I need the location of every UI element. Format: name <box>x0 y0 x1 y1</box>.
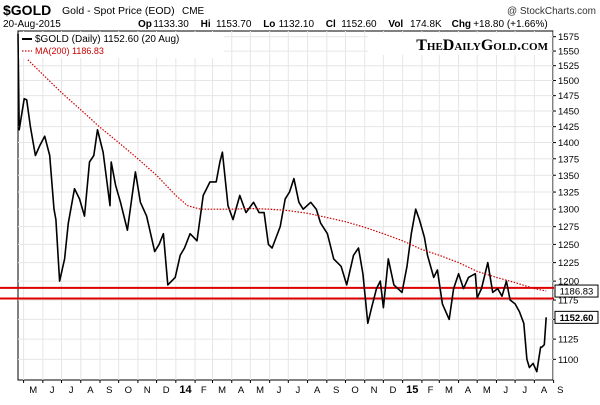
copyright-text[interactable]: @ StockCharts.com <box>507 6 596 17</box>
price-tags: 1186.83 1152.60 <box>554 284 599 324</box>
x-tick-label: J <box>277 385 282 396</box>
legend-ma-label: MA(200) 1186.83 <box>35 46 104 56</box>
x-tick-label: M <box>256 385 264 396</box>
y-tick-label: 1200 <box>558 277 579 288</box>
y-tick-label: 1175 <box>558 296 578 307</box>
x-tick-label: A <box>465 385 472 396</box>
x-tick-label: F <box>201 385 207 396</box>
x-tick-label: N <box>371 385 378 396</box>
y-tick-label: 1275 <box>558 222 579 233</box>
x-tick-label: A <box>87 385 94 396</box>
horizontal-lines-layer <box>0 286 554 300</box>
y-tick-label: 1475 <box>558 91 579 102</box>
quote-label-hi: Hi <box>201 19 211 30</box>
x-tick-label: J <box>69 385 74 396</box>
y-tick-label: 1400 <box>558 138 579 149</box>
x-tick-label: D <box>163 385 170 396</box>
x-tick-label: 14 <box>179 384 192 396</box>
y-tick-label: 1575 <box>558 32 579 43</box>
y-tick-label: 1450 <box>558 107 579 118</box>
x-tick-label: S <box>106 385 112 396</box>
quote-bar: Op 1133.30 Hi 1153.70 Lo 1132.10 Cl 1152.60 Vol 1… <box>138 19 548 30</box>
x-tick-label: O <box>351 385 358 396</box>
series-layer <box>17 33 547 373</box>
x-tick-label: M <box>29 385 37 396</box>
x-tick-label: J <box>50 385 55 396</box>
y-tick-label: 1375 <box>558 154 579 165</box>
quote-label-op: Op <box>138 19 152 30</box>
x-tick-label: J <box>522 385 527 396</box>
x-tick-label: M <box>445 385 453 396</box>
quote-value-hi: 1153.70 <box>216 19 252 30</box>
x-tick-label: N <box>144 385 151 396</box>
x-axis-ticks: M J J A S O N D 14 F M A M J J A S O N D 15 F M A M J J A S <box>23 380 563 396</box>
last-price-tag-label: 1152.60 <box>560 313 594 324</box>
x-tick-label: M <box>483 385 491 396</box>
y-tick-label: 1350 <box>558 171 579 182</box>
x-tick-label: A <box>238 385 245 396</box>
watermark-text: TheDailyGold.com <box>416 37 548 54</box>
quote-label-vol: Vol <box>388 19 403 30</box>
plot-area-frame <box>17 30 554 381</box>
x-tick-label: F <box>428 385 434 396</box>
chart-description: Gold - Spot Price (EOD) <box>62 5 175 17</box>
quote-value-lo: 1132.10 <box>279 19 315 30</box>
y-tick-label: 1250 <box>558 240 579 251</box>
y-tick-label: 1100 <box>558 355 578 366</box>
watermark-background <box>368 33 550 55</box>
legend-background <box>19 32 224 58</box>
y-tick-label: 1525 <box>558 61 579 72</box>
watermark: TheDailyGold.com <box>368 33 550 55</box>
quote-value-op: 1133.30 <box>153 19 189 30</box>
x-tick-label: O <box>125 385 132 396</box>
x-tick-label: S <box>557 385 563 396</box>
x-tick-label: J <box>296 385 301 396</box>
quote-value-chg: +18.80 (+1.66%) <box>473 19 548 30</box>
x-tick-label: A <box>314 385 321 396</box>
exchange-label: CME <box>182 6 205 17</box>
y-tick-label: 1300 <box>558 205 579 216</box>
x-tick-label: A <box>541 385 548 396</box>
x-tick-label: 15 <box>406 384 418 396</box>
chart-date: 20-Aug-2015 <box>3 19 61 30</box>
x-tick-label: S <box>333 385 339 396</box>
quote-label-cl: Cl <box>326 19 336 30</box>
x-tick-label: M <box>218 385 226 396</box>
y-tick-label: 1425 <box>558 122 579 133</box>
gold-price-series-line <box>17 33 547 373</box>
x-tick-label: J <box>503 385 508 396</box>
x-tick-label: D <box>390 385 397 396</box>
y-tick-label: 1125 <box>558 335 578 346</box>
y-tick-label: 1325 <box>558 188 579 199</box>
y-tick-label: 1500 <box>558 76 579 87</box>
symbol-title: $GOLD <box>3 2 51 18</box>
ma-price-tag-label: 1186.83 <box>560 287 594 298</box>
legend: $GOLD (Daily) 1152.60 (20 Aug) MA(200) 1… <box>19 32 224 58</box>
y-tick-label: 1225 <box>558 258 579 269</box>
y-tick-label: 1550 <box>558 47 579 58</box>
quote-label-chg: Chg <box>452 19 471 30</box>
quote-label-lo: Lo <box>263 19 275 30</box>
legend-price-label: $GOLD (Daily) 1152.60 (20 Aug) <box>35 34 179 45</box>
quote-value-vol: 174.8K <box>410 19 442 30</box>
ma-price-tag <box>554 284 599 298</box>
quote-value-cl: 1152.60 <box>341 19 377 30</box>
last-price-tag <box>554 310 599 324</box>
